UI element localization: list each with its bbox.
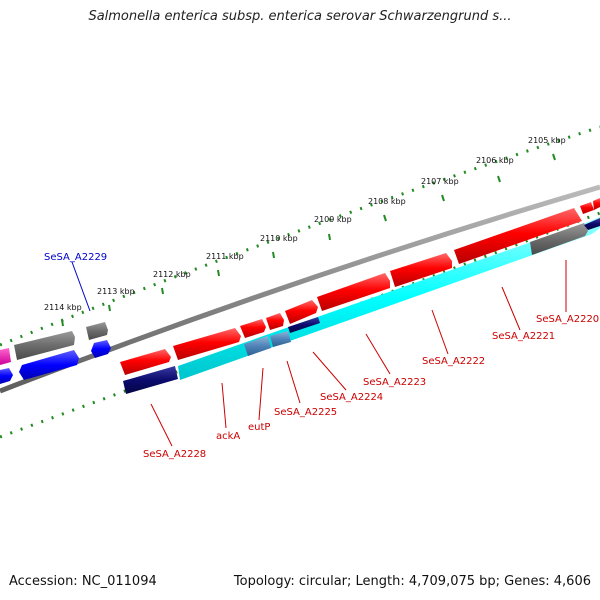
gene-navy-far-right[interactable] — [584, 218, 600, 230]
tick-mark-2108 — [383, 214, 387, 222]
tick-label-2109: 2109 kbp — [314, 215, 352, 224]
major-ticks — [61, 153, 556, 327]
gene-gray-inner-2220[interactable] — [530, 223, 588, 255]
reverse-strand-features — [0, 217, 600, 394]
gene-gray-left[interactable] — [14, 331, 75, 360]
tick-label-2111: 2111 kbp — [206, 252, 244, 261]
leader-2224 — [312, 351, 347, 391]
tick-mark-2110 — [272, 251, 275, 259]
gene-pink-edge[interactable] — [0, 348, 11, 365]
tick-label-2112: 2112 kbp — [153, 270, 191, 279]
gene-label-sesa-a2229[interactable]: SeSA_A2229 — [44, 252, 107, 263]
gene-blue-2229[interactable] — [91, 340, 111, 358]
gene-steel-2225[interactable] — [270, 331, 291, 347]
tick-mark-2112 — [161, 287, 164, 295]
accession-label: Accession: NC_011094 — [9, 574, 157, 589]
gene-red-2224[interactable] — [285, 300, 318, 324]
gene-label-sesa-a2228[interactable]: SeSA_A2228 — [143, 449, 206, 460]
gene-red-2221[interactable] — [454, 208, 582, 264]
tick-mark-2113 — [108, 304, 111, 312]
tick-label-2105: 2105 kbp — [528, 136, 566, 145]
gene-blue-left[interactable] — [19, 350, 79, 380]
tick-mark-2111 — [217, 269, 220, 277]
tick-label-2110: 2110 kbp — [260, 234, 298, 243]
gene-gray-2229[interactable] — [86, 322, 108, 340]
tick-label-2107: 2107 kbp — [421, 177, 459, 186]
map-title: Salmonella enterica subsp. enterica sero… — [88, 9, 512, 24]
gene-red-eutp[interactable] — [240, 319, 266, 338]
tick-label-2108: 2108 kbp — [368, 197, 406, 206]
tick-mark-2105 — [552, 153, 556, 161]
gene-label-eutp[interactable]: eutP — [248, 422, 270, 433]
leader-2228 — [150, 403, 173, 447]
gene-red-acka[interactable] — [173, 328, 241, 360]
gene-label-acka[interactable]: ackA — [216, 431, 240, 442]
gene-blue-edge[interactable] — [0, 368, 13, 384]
label-leader-lines — [71, 260, 567, 447]
leader-2221 — [501, 286, 521, 331]
gene-label-sesa-a2225[interactable]: SeSA_A2225 — [274, 407, 337, 418]
genome-backbone — [0, 184, 600, 394]
gene-label-sesa-a2220[interactable]: SeSA_A2220 — [536, 314, 599, 325]
leader-2229 — [71, 261, 91, 312]
leader-2222 — [431, 309, 449, 355]
gene-red-small-2[interactable] — [580, 202, 594, 214]
gene-red-2223[interactable] — [317, 273, 390, 311]
tick-label-2113: 2113 kbp — [97, 287, 135, 296]
tick-label-2106: 2106 kbp — [476, 156, 514, 165]
leader-2225 — [286, 360, 301, 404]
genome-stats-label: Topology: circular; Length: 4,709,075 bp… — [233, 574, 591, 589]
gene-navy-2224[interactable] — [288, 317, 320, 333]
gene-label-sesa-a2222[interactable]: SeSA_A2222 — [422, 356, 485, 367]
gene-red-2228[interactable] — [120, 349, 171, 375]
gene-red-2225[interactable] — [266, 313, 284, 330]
leader-eutp — [258, 367, 264, 421]
leader-acka — [221, 382, 227, 429]
gene-label-sesa-a2221[interactable]: SeSA_A2221 — [492, 331, 555, 342]
tick-label-2114: 2114 kbp — [44, 303, 82, 312]
tick-mark-2109 — [328, 233, 331, 241]
gene-red-far-right[interactable] — [593, 198, 600, 210]
gene-label-sesa-a2223[interactable]: SeSA_A2223 — [363, 377, 426, 388]
leader-2223 — [365, 333, 391, 375]
tick-mark-2106 — [497, 175, 501, 183]
gene-navy-2228[interactable] — [123, 366, 178, 394]
gene-steel-eutp[interactable] — [244, 336, 271, 356]
tick-mark-2114 — [61, 319, 64, 327]
gene-label-sesa-a2224[interactable]: SeSA_A2224 — [320, 392, 383, 403]
forward-strand-features — [0, 198, 600, 375]
tick-mark-2107 — [441, 194, 445, 202]
gene-red-2222[interactable] — [390, 253, 452, 287]
